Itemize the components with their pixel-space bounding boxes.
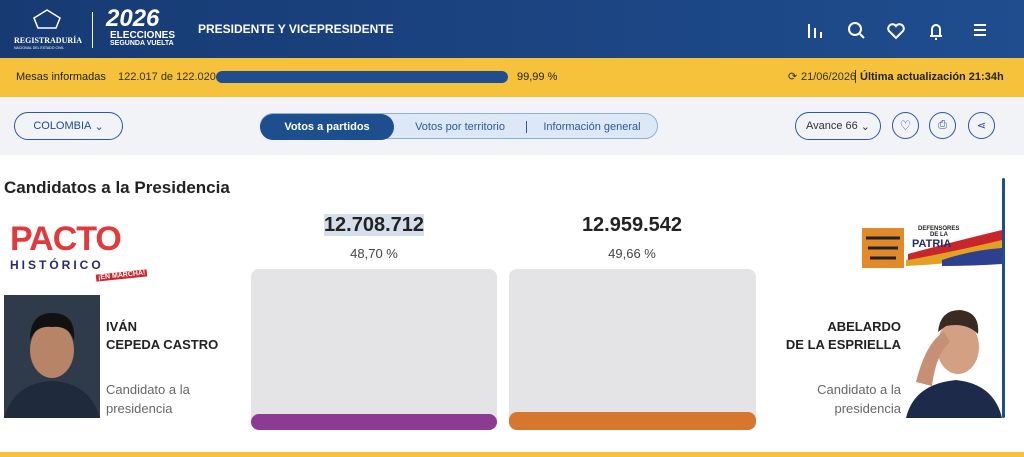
party-logo: DE LA (930, 232, 948, 238)
votes: 12.708.712 (323, 214, 425, 236)
vote-box (509, 269, 756, 430)
status-count: 122.017 de 122.020 (118, 71, 216, 83)
tab[interactable]: Información general (543, 121, 641, 133)
year: 2026 (106, 5, 160, 32)
logo-top: REGISTRADURÍA (14, 36, 83, 45)
bell-icon[interactable] (930, 24, 942, 40)
search-icon[interactable] (848, 22, 862, 36)
votes-wrap: 12.708.712 (251, 214, 497, 237)
tabs: Votos a partidos Votos por territorio In… (260, 113, 658, 140)
status-update: Última actualización 21:34h (860, 71, 1004, 83)
candidate-name: ABELARDO (827, 319, 901, 334)
region: COLOMBIA (33, 120, 92, 132)
vote-box (251, 269, 497, 430)
emblem (33, 9, 61, 29)
party-logo: HISTÓRICO (10, 258, 104, 272)
toolbar: COLOMBIA ⌄ Votos a partidos Votos por te… (0, 97, 1024, 155)
percent: 48,70 % (350, 246, 398, 261)
party-logo: PATRIA (912, 238, 952, 250)
footer-stripe (0, 452, 1024, 457)
share-button[interactable]: ⋖ (968, 112, 995, 139)
header: REGISTRADURÍA NACIONAL DEL ESTADO CIVIL … (0, 0, 1024, 58)
tab[interactable]: Votos por territorio (415, 121, 505, 133)
candidate-name: CEPEDA CASTRO (106, 337, 219, 352)
logo-sub: NACIONAL DEL ESTADO CIVIL (14, 46, 65, 50)
scrollbar (1002, 178, 1005, 418)
print-button[interactable]: ⎙ (929, 112, 956, 139)
menu-icon[interactable] (974, 24, 986, 36)
candidate-bar (251, 414, 497, 430)
progress-label: 99,99 % (517, 71, 558, 83)
tab[interactable]: Votos a partidos (260, 114, 394, 140)
status-label: Mesas informadas (16, 71, 106, 83)
candidate-role: Candidato a la presidencia (817, 382, 901, 416)
favorite-button[interactable]: ♡ (892, 112, 919, 139)
progress-fill (216, 71, 508, 83)
candidate-name: IVÁN (106, 319, 138, 334)
stats-icon[interactable] (808, 24, 822, 38)
header-title: PRESIDENTE Y VICEPRESIDENTE (198, 22, 394, 36)
percent: 49,66 % (608, 246, 656, 261)
candidate-name: DE LA ESPRIELLA (785, 337, 901, 352)
party-emblem (862, 228, 1002, 268)
candidate-photo (906, 292, 1002, 418)
candidate-photo (4, 295, 100, 418)
separator (855, 70, 856, 83)
party-logo: PACTO (10, 220, 122, 258)
separator (526, 121, 527, 133)
favorite-icon[interactable] (887, 23, 905, 40)
elections: ELECCIONES (110, 30, 176, 41)
status-date: 21/06/2026 (801, 71, 857, 83)
status-bar: Mesas informadas 122.017 de 122.020 99,9… (0, 58, 1024, 97)
avance-select[interactable]: Avance 66 ⌄ (795, 112, 881, 140)
candidate-role: Candidato a la presidencia (106, 382, 190, 416)
round: SEGUNDA VUELTA (110, 40, 174, 47)
avance: Avance 66 (805, 120, 858, 132)
votes: 12.959.542 (581, 214, 683, 236)
candidate-bar (509, 412, 756, 430)
progress-track (216, 71, 508, 83)
region-filter[interactable]: COLOMBIA ⌄ (14, 112, 123, 140)
refresh-icon[interactable]: ⟳ (788, 71, 798, 83)
party-logo: DEFENSORES (918, 226, 960, 232)
section-title: Candidatos a la Presidencia (4, 178, 230, 197)
header-icons (808, 22, 986, 40)
divider (92, 12, 93, 48)
